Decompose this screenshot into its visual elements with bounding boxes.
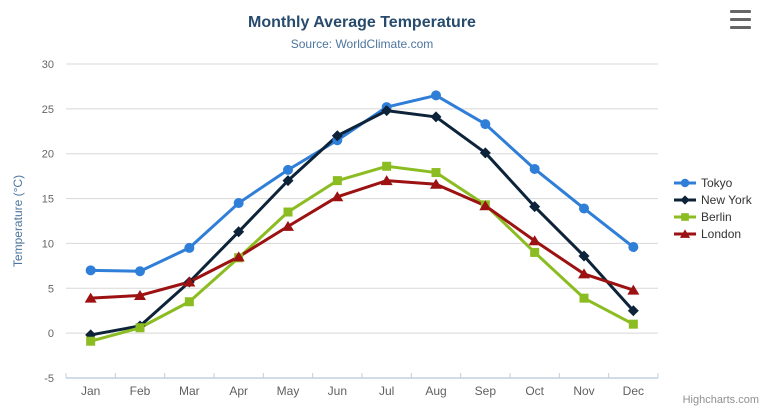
credits-link[interactable]: Highcharts.com	[682, 394, 759, 406]
svg-text:Feb: Feb	[130, 384, 151, 398]
legend-item-tokyo[interactable]: Tokyo	[674, 175, 752, 190]
chart-legend: Tokyo New York Berlin London	[674, 175, 752, 241]
svg-text:5: 5	[48, 283, 54, 295]
chart-title: Monthly Average Temperature	[248, 14, 476, 31]
svg-text:Mar: Mar	[179, 384, 200, 398]
hamburger-icon	[730, 25, 751, 29]
svg-text:-5: -5	[44, 373, 54, 385]
legend-label: Berlin	[701, 209, 732, 224]
svg-text:Jul: Jul	[379, 384, 394, 398]
legend-item-berlin[interactable]: Berlin	[674, 209, 752, 224]
legend-item-london[interactable]: London	[674, 226, 752, 241]
svg-text:Oct: Oct	[525, 384, 544, 398]
svg-text:Sep: Sep	[475, 384, 497, 398]
svg-text:30: 30	[42, 59, 54, 71]
svg-text:Temperature (°C): Temperature (°C)	[11, 175, 25, 267]
legend-item-new-york[interactable]: New York	[674, 192, 752, 207]
legend-label: London	[701, 226, 742, 241]
svg-text:10: 10	[42, 238, 54, 250]
legend-symbol-berlin	[674, 212, 696, 221]
svg-text:Apr: Apr	[229, 384, 248, 398]
svg-text:Aug: Aug	[425, 384, 446, 398]
chart-subtitle: Source: WorldClimate.com	[290, 37, 434, 51]
svg-text:0: 0	[48, 328, 54, 340]
svg-text:Jan: Jan	[81, 384, 100, 398]
legend-label: New York	[701, 192, 752, 207]
legend-symbol-london	[674, 228, 696, 238]
svg-text:Dec: Dec	[623, 384, 644, 398]
hamburger-icon	[730, 10, 751, 14]
legend-symbol-new-york	[674, 194, 696, 205]
svg-text:15: 15	[42, 194, 54, 206]
svg-text:25: 25	[42, 104, 54, 116]
legend-label: Tokyo	[701, 175, 733, 190]
hamburger-icon	[730, 17, 751, 22]
legend-symbol-tokyo	[674, 178, 696, 187]
svg-text:May: May	[277, 384, 300, 398]
svg-text:20: 20	[42, 149, 54, 161]
svg-text:Nov: Nov	[573, 384, 594, 398]
svg-text:Jun: Jun	[328, 384, 347, 398]
context-menu-button[interactable]	[728, 10, 753, 29]
